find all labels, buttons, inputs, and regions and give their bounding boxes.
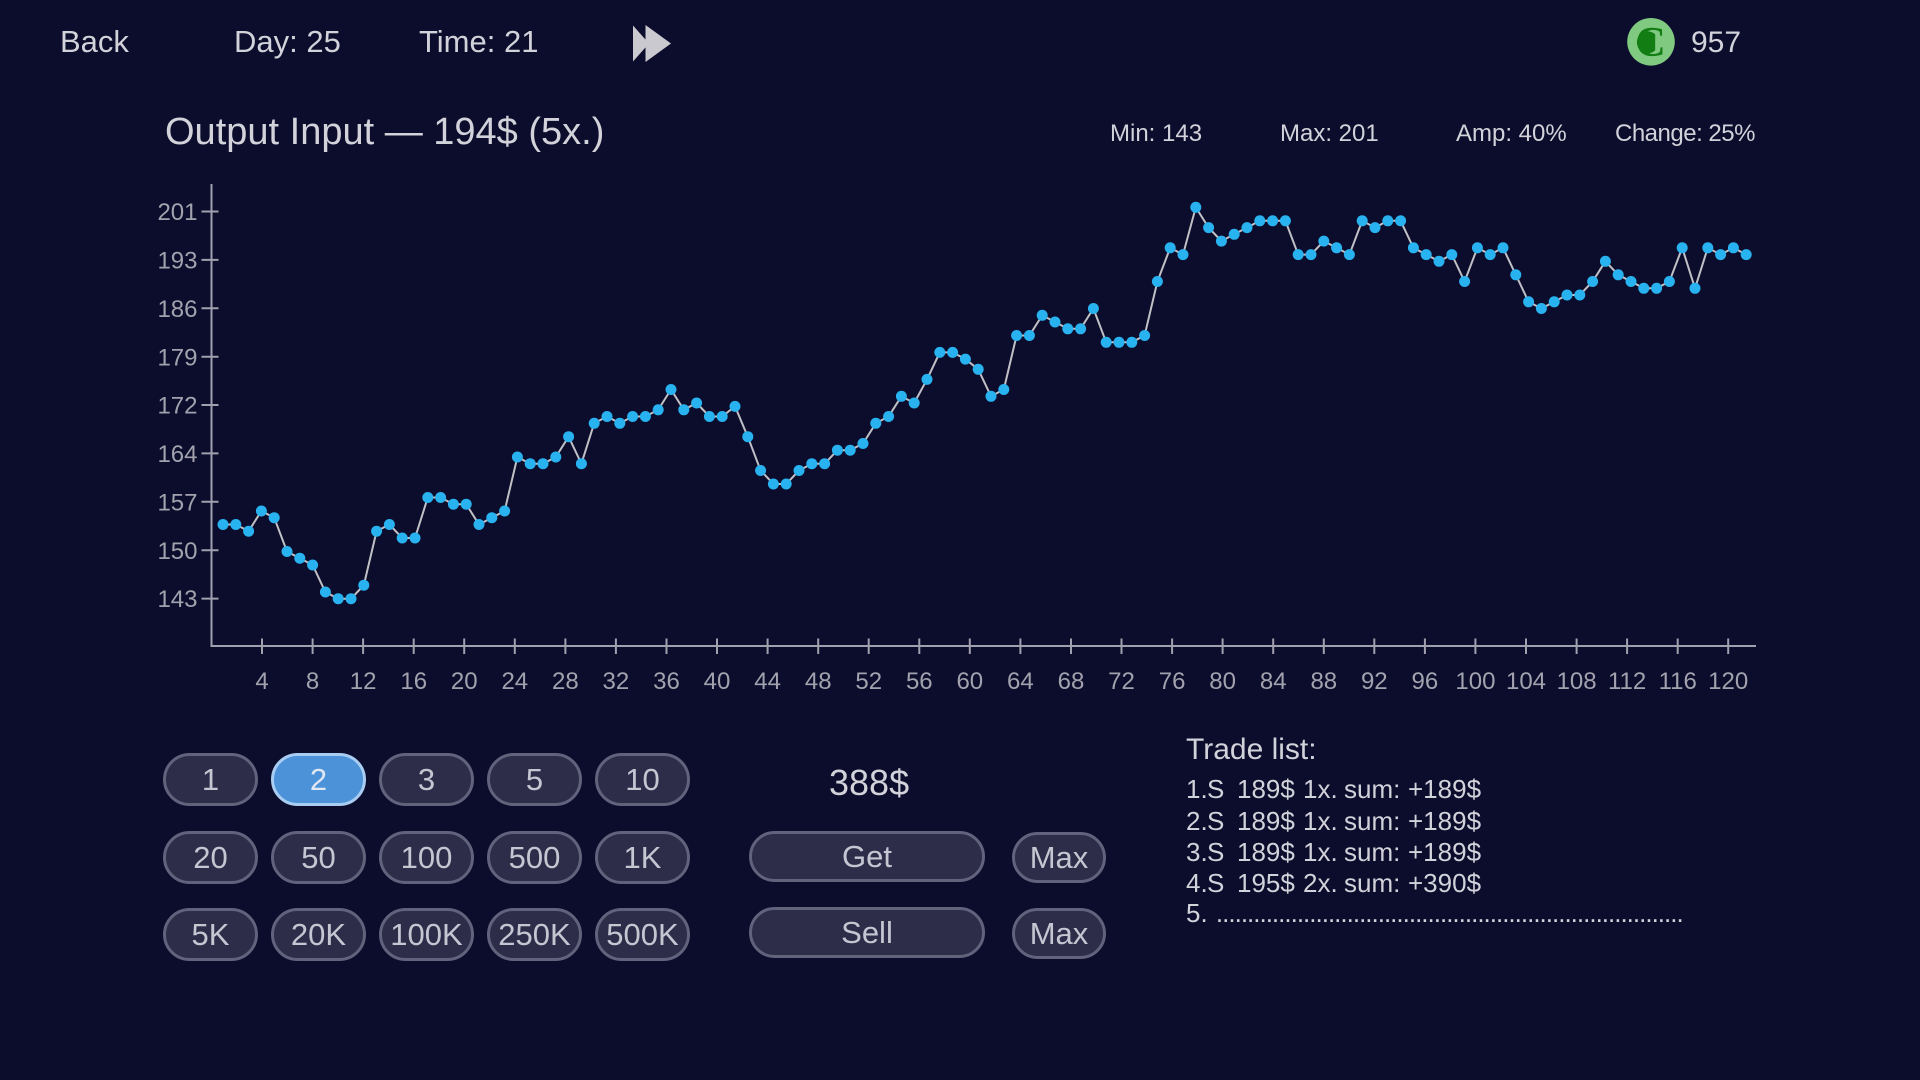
svg-text:68: 68 bbox=[1058, 668, 1085, 695]
svg-text:28: 28 bbox=[552, 668, 579, 695]
svg-text:88: 88 bbox=[1310, 668, 1337, 695]
svg-text:84: 84 bbox=[1260, 668, 1287, 695]
svg-text:44: 44 bbox=[754, 668, 781, 695]
svg-text:40: 40 bbox=[704, 668, 731, 695]
svg-text:143: 143 bbox=[157, 586, 197, 613]
svg-text:193: 193 bbox=[157, 248, 197, 275]
svg-text:150: 150 bbox=[157, 538, 197, 565]
svg-text:52: 52 bbox=[855, 668, 882, 695]
svg-text:157: 157 bbox=[157, 489, 197, 516]
svg-text:164: 164 bbox=[157, 441, 197, 468]
svg-text:20: 20 bbox=[451, 668, 478, 695]
svg-text:72: 72 bbox=[1108, 668, 1135, 695]
svg-text:80: 80 bbox=[1209, 668, 1236, 695]
svg-text:186: 186 bbox=[157, 296, 197, 323]
svg-text:112: 112 bbox=[1608, 668, 1646, 695]
svg-text:64: 64 bbox=[1007, 668, 1034, 695]
svg-text:36: 36 bbox=[653, 668, 680, 695]
svg-text:100: 100 bbox=[1455, 668, 1495, 695]
svg-text:92: 92 bbox=[1361, 668, 1388, 695]
svg-text:C: C bbox=[1635, 20, 1665, 66]
svg-text:120: 120 bbox=[1708, 668, 1748, 695]
svg-text:108: 108 bbox=[1557, 668, 1597, 695]
svg-text:96: 96 bbox=[1412, 668, 1439, 695]
svg-text:201: 201 bbox=[157, 199, 197, 226]
svg-text:179: 179 bbox=[157, 344, 197, 371]
svg-text:60: 60 bbox=[956, 668, 983, 695]
svg-text:16: 16 bbox=[400, 668, 427, 695]
svg-text:104: 104 bbox=[1506, 668, 1546, 695]
svg-text:56: 56 bbox=[906, 668, 933, 695]
svg-text:116: 116 bbox=[1659, 668, 1697, 695]
svg-text:32: 32 bbox=[603, 668, 630, 695]
svg-text:8: 8 bbox=[306, 668, 319, 695]
svg-text:24: 24 bbox=[501, 668, 528, 695]
svg-text:76: 76 bbox=[1159, 668, 1186, 695]
svg-text:48: 48 bbox=[805, 668, 832, 695]
svg-text:12: 12 bbox=[350, 668, 377, 695]
svg-text:172: 172 bbox=[157, 393, 197, 420]
svg-text:4: 4 bbox=[255, 668, 268, 695]
